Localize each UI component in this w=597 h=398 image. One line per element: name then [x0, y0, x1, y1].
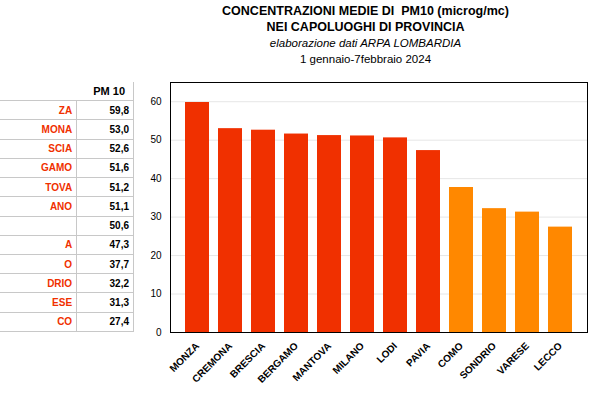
html-text:ZA: ZA [58, 104, 73, 116]
html-text:ESE: ESE [52, 297, 73, 308]
html-text:51,6: 51,6 [109, 162, 129, 174]
svg-text:60: 60 [150, 96, 162, 107]
html-text:MONA: MONA [41, 124, 73, 135]
svg-text:MANTOVA: MANTOVA [290, 340, 333, 383]
html-text:DRIO: DRIO [47, 277, 73, 289]
html-text:1 gennaio-7febbraio 2024: 1 gennaio-7febbraio 2024 [300, 53, 431, 65]
svg-text:BERGAMO: BERGAMO [255, 340, 301, 385]
svg-text:VARESE: VARESE [495, 340, 532, 377]
svg-text:LODI: LODI [375, 340, 400, 365]
svg-text:10: 10 [150, 288, 162, 299]
svg-text:50: 50 [150, 134, 162, 145]
html-text:51,1: 51,1 [109, 200, 129, 212]
html-text:53,0: 53,0 [109, 124, 129, 135]
svg-text:30: 30 [150, 211, 162, 222]
svg-text:COMO: COMO [435, 340, 465, 370]
svg-text:PAVIA: PAVIA [404, 340, 432, 368]
html-text:52,6: 52,6 [109, 143, 129, 155]
html-text:32,2: 32,2 [109, 277, 129, 289]
html-text:50,6: 50,6 [109, 220, 129, 232]
html-text:CONCENTRAZIONI MEDIE DI PM10 (: CONCENTRAZIONI MEDIE DI PM10 (microg/mc) [222, 4, 509, 18]
html-text:elaborazione dati ARPA LOMBARD: elaborazione dati ARPA LOMBARDIA [269, 37, 462, 49]
svg-text:LECCO: LECCO [532, 340, 565, 373]
html-text:31,3: 31,3 [109, 297, 129, 308]
svg-text:0: 0 [156, 327, 162, 338]
svg-text:MILANO: MILANO [331, 340, 367, 376]
svg-text:BRESCIA: BRESCIA [227, 340, 268, 380]
svg-text:20: 20 [150, 250, 162, 261]
html-text:37,7: 37,7 [109, 258, 129, 270]
html-text:27,4: 27,4 [109, 316, 129, 328]
svg-text:SONDRIO: SONDRIO [457, 340, 498, 381]
html-text:O: O [64, 258, 73, 270]
html-text:59,8: 59,8 [109, 104, 129, 116]
svg-text:MONZA: MONZA [167, 340, 201, 374]
html-text:A: A [64, 239, 73, 251]
svg-text:CREMONA: CREMONA [190, 340, 234, 384]
html-text:TOVA: TOVA [45, 181, 73, 193]
svg-text:40: 40 [150, 173, 162, 184]
html-text:51,2: 51,2 [109, 181, 129, 193]
html-text:47,3: 47,3 [109, 239, 129, 251]
html-text:CO: CO [57, 316, 73, 328]
html-text:SCIA: SCIA [48, 143, 73, 155]
html-text:ANO: ANO [49, 200, 73, 212]
html-text:GAMO: GAMO [41, 162, 73, 174]
html-text:PM 10: PM 10 [93, 85, 125, 98]
html-text:NEI CAPOLUOGHI DI PROVINCIA: NEI CAPOLUOGHI DI PROVINCIA [266, 20, 465, 34]
